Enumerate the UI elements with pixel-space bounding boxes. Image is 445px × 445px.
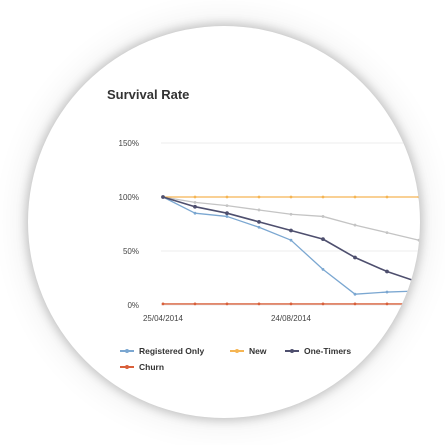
chart-title: Survival Rate xyxy=(107,87,190,102)
data-point xyxy=(353,223,357,227)
data-point xyxy=(321,267,325,271)
legend-label: One-Timers xyxy=(304,346,352,356)
data-point xyxy=(193,204,197,209)
legend-swatch xyxy=(120,348,134,353)
data-point xyxy=(193,211,197,215)
data-point xyxy=(225,302,229,306)
series-line-one-timers xyxy=(162,196,420,284)
data-point xyxy=(289,228,293,233)
data-point xyxy=(417,280,420,285)
x-tick-label: 24/12/2014 xyxy=(399,314,420,323)
data-point xyxy=(385,269,389,274)
legend-swatch xyxy=(120,364,134,369)
data-point xyxy=(353,302,357,306)
data-point xyxy=(193,302,197,306)
x-tick-label: 24/08/2014 xyxy=(271,314,312,323)
series-line-registered-only xyxy=(162,196,420,295)
y-tick-label: 0% xyxy=(127,301,139,310)
data-point xyxy=(417,302,420,306)
data-point xyxy=(225,211,229,216)
data-point xyxy=(225,204,229,208)
data-point xyxy=(225,215,229,218)
legend-swatch xyxy=(230,348,244,353)
data-point xyxy=(353,255,357,260)
data-point xyxy=(257,302,261,306)
data-point xyxy=(417,289,420,293)
data-point xyxy=(321,302,325,306)
data-point xyxy=(385,231,389,235)
data-point xyxy=(353,292,357,296)
y-tick-label: 150% xyxy=(119,139,139,148)
data-point xyxy=(225,195,229,199)
data-point xyxy=(257,208,261,212)
chart-panel: Survival Rate 0% 50% 100% 150% 25/04/2014 24/… xyxy=(28,26,420,418)
data-point xyxy=(289,302,293,306)
data-point xyxy=(289,195,293,199)
data-point xyxy=(321,195,325,199)
y-tick-label: 50% xyxy=(123,247,139,256)
y-tick-label: 100% xyxy=(119,193,139,202)
data-point xyxy=(321,237,325,242)
data-point xyxy=(417,195,420,199)
chart-legend: Registered Only New One-Timers Churn xyxy=(120,346,380,376)
data-point xyxy=(161,195,165,199)
data-point xyxy=(385,302,389,306)
data-point xyxy=(417,238,420,242)
data-point xyxy=(289,212,293,216)
data-point xyxy=(257,195,261,199)
data-point xyxy=(385,195,389,199)
legend-swatch xyxy=(285,348,299,353)
x-tick-label: 25/04/2014 xyxy=(143,314,184,323)
data-point xyxy=(353,195,357,199)
survival-rate-chart: 0% 50% 100% 150% 25/04/2014 24/08/2014 24/12/2… xyxy=(119,139,420,323)
data-point xyxy=(161,302,165,306)
legend-label: Registered Only xyxy=(139,346,205,356)
legend-label: Churn xyxy=(139,362,165,372)
legend-item[interactable]: Registered Only xyxy=(120,346,204,356)
data-point xyxy=(257,225,261,229)
data-point xyxy=(257,219,261,224)
legend-item[interactable]: One-Timers xyxy=(285,346,351,356)
data-point xyxy=(193,195,197,199)
data-point xyxy=(289,238,293,242)
series-line-unlabeled xyxy=(162,196,420,242)
data-point xyxy=(385,290,389,294)
legend-item[interactable]: New xyxy=(230,346,266,356)
legend-label: New xyxy=(249,346,267,356)
data-point xyxy=(193,201,197,204)
magnifier-lens: Survival Rate 0% 50% 100% 150% 25/04/2014 24/… xyxy=(28,26,420,418)
legend-item[interactable]: Churn xyxy=(120,362,164,372)
data-point xyxy=(321,215,325,218)
